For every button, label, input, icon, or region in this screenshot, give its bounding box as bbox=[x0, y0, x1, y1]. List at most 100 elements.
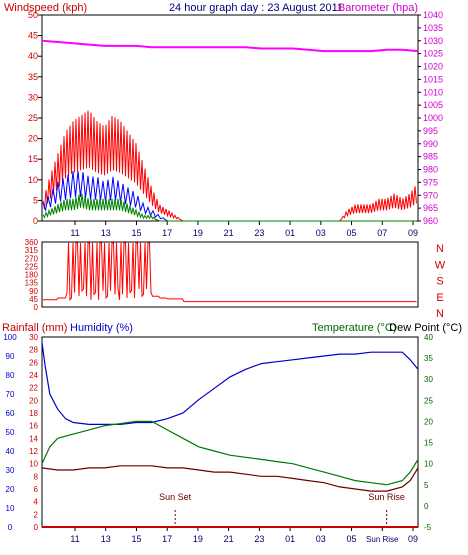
direction-tick-label-2: 90 bbox=[29, 287, 38, 296]
hum-x-tick-label-7: 01 bbox=[285, 534, 295, 544]
temperature-tick-label-8: 35 bbox=[424, 354, 433, 363]
barometer-tick-label-8: 1000 bbox=[423, 113, 443, 123]
series-temperature bbox=[41, 420, 419, 486]
wind-x-tick-label-10: 07 bbox=[377, 228, 387, 238]
windspeed-tick-label-4: 20 bbox=[28, 134, 38, 144]
windspeed-tick-label-8: 40 bbox=[28, 51, 38, 61]
barometer-tick-label-15: 1035 bbox=[423, 23, 443, 33]
hum-x-tick-label-2: 15 bbox=[131, 534, 141, 544]
wind-layer: 0510152025303540455096096597097598098599… bbox=[28, 10, 443, 238]
direction-tick-label-8: 360 bbox=[25, 238, 39, 247]
barometer-tick-label-16: 1040 bbox=[423, 10, 443, 20]
rainfall-tick-label-5: 10 bbox=[29, 460, 38, 469]
wind-x-tick-label-3: 17 bbox=[162, 228, 172, 238]
direction-compass-label-2: S bbox=[436, 276, 443, 288]
windspeed-tick-label-2: 10 bbox=[28, 175, 38, 185]
temperature-tick-label-2: 5 bbox=[424, 481, 429, 490]
temperature-tick-label-4: 15 bbox=[424, 439, 433, 448]
direction-tick-label-0: 0 bbox=[34, 303, 39, 312]
barometer-tick-label-6: 990 bbox=[423, 139, 438, 149]
temperature-tick-label-9: 40 bbox=[424, 333, 433, 342]
rainfall-tick-label-11: 22 bbox=[29, 384, 38, 393]
direction-compass-label-0: N bbox=[436, 243, 444, 255]
series-barometer bbox=[41, 39, 419, 53]
rainfall-tick-label-0: 0 bbox=[34, 523, 39, 532]
barometer-tick-label-5: 985 bbox=[423, 152, 438, 162]
temperature-tick-label-0: -5 bbox=[424, 523, 432, 532]
windspeed-tick-label-0: 0 bbox=[33, 216, 38, 226]
hum-x-tick-label-1: 13 bbox=[101, 534, 111, 544]
series-dewpoint bbox=[41, 465, 419, 492]
direction-tick-label-7: 315 bbox=[25, 246, 39, 255]
barometer-tick-label-12: 1020 bbox=[423, 62, 443, 72]
humidity-plot-frame bbox=[41, 336, 419, 528]
windspeed-tick-label-10: 50 bbox=[28, 10, 38, 20]
humidity-tick-label-9: 90 bbox=[6, 352, 15, 361]
barometer-tick-label-9: 1005 bbox=[423, 100, 443, 110]
rainfall-tick-label-6: 12 bbox=[29, 447, 38, 456]
temperature-tick-label-7: 30 bbox=[424, 375, 433, 384]
rainfall-tick-label-9: 18 bbox=[29, 409, 38, 418]
hum-x-tick-label-4: 19 bbox=[193, 534, 203, 544]
barometer-tick-label-3: 975 bbox=[423, 177, 438, 187]
temperature-axis-title: Temperature (°C) bbox=[312, 322, 396, 334]
series-wind-direction bbox=[43, 242, 417, 303]
hum-x-tick-label-9: 05 bbox=[347, 534, 357, 544]
wind-x-tick-label-0: 11 bbox=[70, 228, 79, 238]
hum-x-tick-label-11: 09 bbox=[408, 534, 418, 544]
rainfall-tick-label-2: 4 bbox=[34, 498, 39, 507]
temperature-tick-label-3: 10 bbox=[424, 460, 433, 469]
wind-x-tick-label-8: 03 bbox=[316, 228, 326, 238]
wind-x-tick-label-4: 19 bbox=[193, 228, 203, 238]
direction-plot-frame bbox=[41, 241, 419, 308]
wind-x-tick-label-7: 01 bbox=[285, 228, 295, 238]
windspeed-tick-label-6: 30 bbox=[28, 92, 38, 102]
barometer-tick-label-11: 1015 bbox=[423, 74, 443, 84]
humidity-tick-label-1: 10 bbox=[6, 504, 15, 513]
wind-x-tick-label-2: 15 bbox=[131, 228, 141, 238]
hum-x-tick-label-0: 11 bbox=[70, 534, 79, 544]
temperature-tick-label-1: 0 bbox=[424, 502, 429, 511]
series-wind-average bbox=[42, 170, 416, 222]
temperature-tick-label-5: 20 bbox=[424, 417, 433, 426]
humidity-tick-label-2: 20 bbox=[6, 485, 15, 494]
humidity-layer: 0246810121416182022242628300102030405060… bbox=[3, 333, 433, 544]
direction-tick-label-1: 45 bbox=[29, 295, 38, 304]
rainfall-tick-label-13: 26 bbox=[29, 358, 38, 367]
wind-x-tick-label-5: 21 bbox=[224, 228, 234, 238]
hum-x-tick-label-3: 17 bbox=[162, 534, 172, 544]
humidity-tick-label-10: 100 bbox=[3, 333, 17, 342]
hum-x-tick-label-10: Sun Rise bbox=[366, 535, 399, 544]
rainfall-tick-label-8: 16 bbox=[29, 422, 38, 431]
rainfall-tick-label-10: 20 bbox=[29, 396, 38, 405]
humidity-axis-title: Humidity (%) bbox=[70, 322, 133, 334]
humidity-tick-label-3: 30 bbox=[6, 466, 15, 475]
wind-x-tick-label-1: 13 bbox=[101, 228, 111, 238]
series-humidity bbox=[41, 342, 419, 425]
wind-x-tick-label-6: 23 bbox=[254, 228, 264, 238]
hum-x-tick-label-8: 03 bbox=[316, 534, 326, 544]
sun-annotation-0: Sun Set bbox=[159, 492, 192, 502]
barometer-tick-label-1: 965 bbox=[423, 203, 438, 213]
windspeed-axis-title: Windspeed (kph) bbox=[4, 2, 87, 14]
humidity-tick-label-4: 40 bbox=[6, 447, 15, 456]
rainfall-tick-label-1: 2 bbox=[34, 510, 39, 519]
humidity-tick-label-8: 80 bbox=[6, 371, 15, 380]
humidity-tick-label-0: 0 bbox=[8, 523, 13, 532]
barometer-tick-label-14: 1030 bbox=[423, 36, 443, 46]
direction-tick-label-4: 180 bbox=[25, 271, 39, 280]
wind-x-tick-label-11: 09 bbox=[408, 228, 418, 238]
direction-compass-label-4: N bbox=[436, 308, 444, 320]
rainfall-axis-title: Rainfall (mm) bbox=[2, 322, 67, 334]
windspeed-tick-label-5: 25 bbox=[28, 113, 38, 123]
direction-compass-label-1: W bbox=[435, 259, 446, 271]
rainfall-tick-label-15: 30 bbox=[29, 333, 38, 342]
rainfall-tick-label-7: 14 bbox=[29, 434, 38, 443]
hum-x-tick-label-6: 23 bbox=[254, 534, 264, 544]
barometer-tick-label-2: 970 bbox=[423, 190, 438, 200]
temperature-tick-label-6: 25 bbox=[424, 396, 433, 405]
rainfall-tick-label-4: 8 bbox=[34, 472, 39, 481]
dewpoint-axis-title: Dew Point (°C) bbox=[389, 322, 462, 334]
